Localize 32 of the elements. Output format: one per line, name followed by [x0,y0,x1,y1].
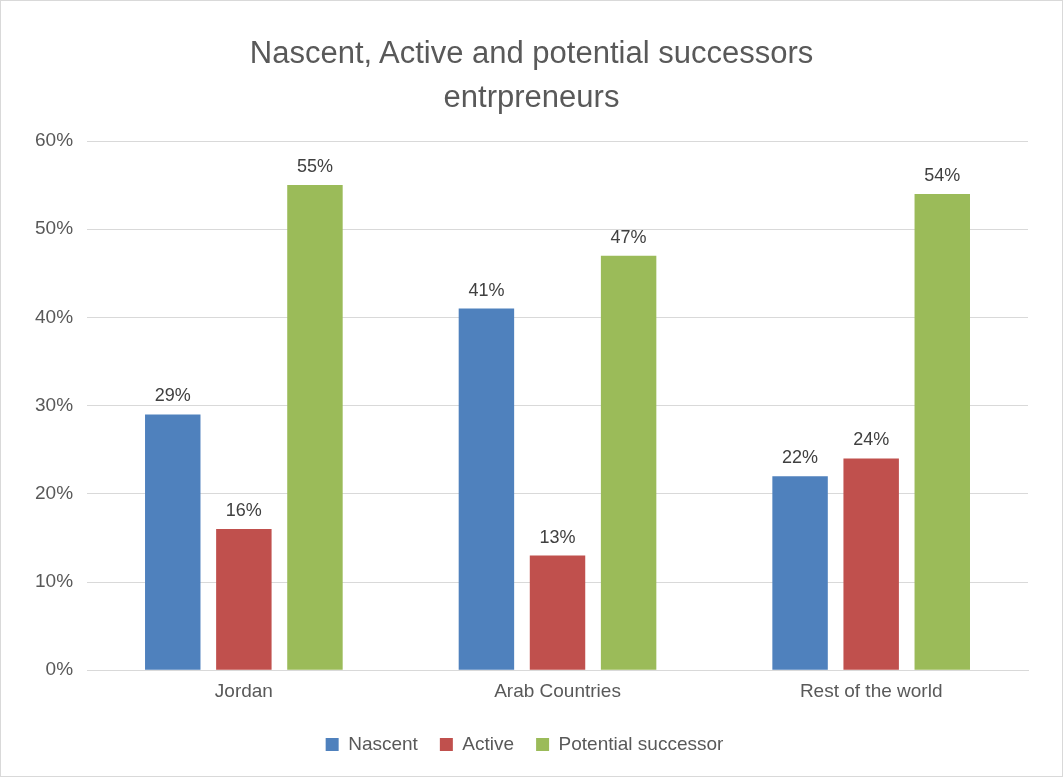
bar [772,476,828,670]
x-tick-label: Jordan [214,679,273,701]
bar [529,555,586,670]
data-label: 47% [610,226,647,247]
data-label: 24% [853,429,890,450]
data-label: 22% [782,447,819,468]
legend-label: Active [462,732,515,754]
data-label: 41% [468,279,505,300]
data-label: 29% [154,385,191,406]
bar [145,414,201,670]
data-label: 16% [225,500,262,521]
bar [600,255,657,670]
y-tick-label: 60% [35,129,74,151]
y-tick-label: 40% [35,305,74,327]
y-tick-label: 30% [35,393,74,415]
bar [216,529,272,670]
bar [914,193,970,670]
y-tick-label: 20% [35,482,74,504]
bar [843,458,899,670]
y-tick-label: 10% [35,570,74,592]
chart-title: Nascent, Active and potential successors entrpreneurs [248,34,815,116]
legend-label: Nascent [348,732,419,754]
x-tick-label: Arab Countries [494,679,621,701]
bar [287,185,343,670]
y-tick-label: 50% [35,217,74,239]
data-label: 13% [539,526,576,547]
data-label: 55% [296,156,333,177]
bar [458,308,515,670]
data-label: 54% [924,164,961,185]
y-tick-label: 0% [45,658,74,680]
x-tick-label: Rest of the world [799,679,943,701]
legend-label: Potential successor [558,732,725,754]
